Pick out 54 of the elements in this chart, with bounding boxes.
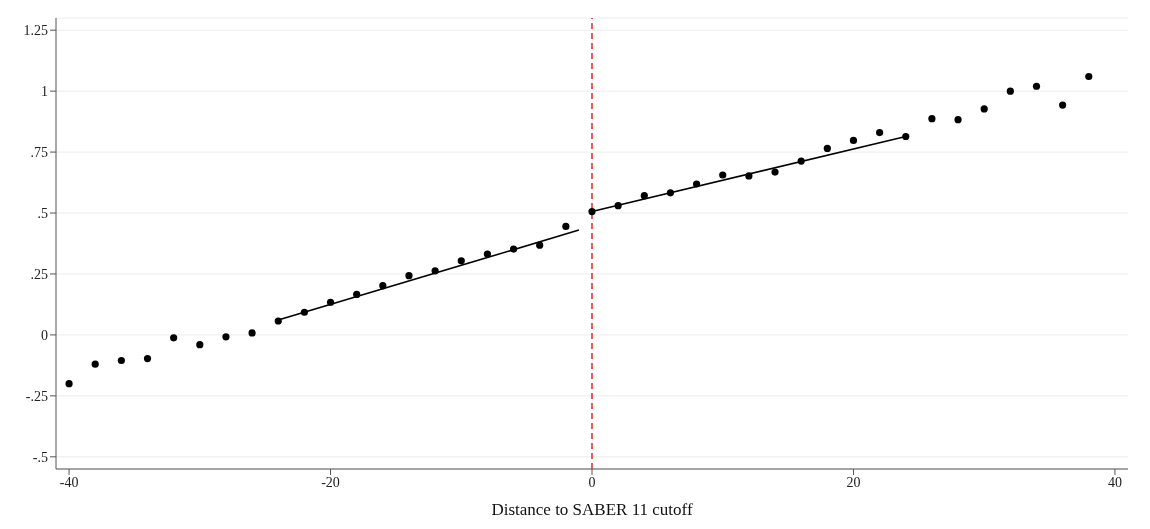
point [300,308,308,316]
point [876,128,884,137]
x-tick-label: 20 [846,474,861,490]
point [353,290,361,299]
point [143,354,152,363]
point [431,267,439,275]
point [1006,87,1014,95]
point [640,192,648,200]
point [509,245,518,253]
y-tick-label: .75 [30,145,48,161]
point [771,168,779,176]
point [536,241,544,249]
point [457,257,465,265]
point [1059,101,1067,109]
y-tick-label: -.5 [32,449,48,465]
y-tick-label: 1 [41,84,48,100]
point [719,171,727,179]
y-tick-label: .25 [30,266,48,282]
point [562,222,570,231]
point [588,207,596,216]
point [928,115,936,123]
point [954,116,962,124]
point [823,144,831,153]
y-tick-label: .5 [37,206,48,221]
x-axis-title: Distance to SABER 11 cutoff [491,500,693,519]
point [379,282,387,290]
point [1032,82,1041,90]
point [326,298,335,306]
point [405,272,413,280]
point [196,341,204,349]
point [980,105,988,113]
point [614,202,622,210]
point [666,189,675,197]
point [483,250,492,258]
x-tick-label: -20 [321,474,340,490]
y-tick-label: -.25 [25,388,48,404]
point [902,132,910,141]
point [797,157,805,165]
x-tick-label: -40 [59,474,79,490]
point [692,180,701,188]
point [1085,72,1093,81]
y-tick-label: 0 [41,327,48,343]
x-tick-label: 40 [1107,474,1122,490]
point [117,356,125,365]
point [65,380,73,388]
point [274,317,282,325]
x-tick-label: 0 [588,474,596,490]
point [91,360,99,368]
point [745,172,753,180]
point [849,136,858,144]
y-tick-label: 1.25 [23,23,48,39]
point [222,333,230,341]
point [248,329,256,337]
point [170,334,178,342]
